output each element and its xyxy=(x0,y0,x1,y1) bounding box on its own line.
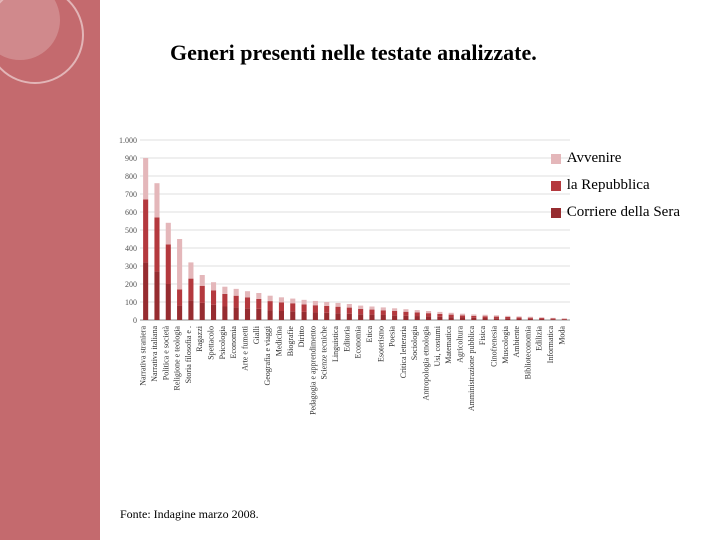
svg-text:1.000: 1.000 xyxy=(119,136,137,145)
svg-text:Sociologia: Sociologia xyxy=(410,326,419,361)
svg-text:Etica: Etica xyxy=(365,326,374,343)
svg-text:Antropologia etnologia: Antropologia etnologia xyxy=(422,326,431,401)
legend-label: Avvenire xyxy=(567,150,622,167)
svg-text:500: 500 xyxy=(125,226,137,235)
svg-text:700: 700 xyxy=(125,190,137,199)
svg-text:Storia filosofia e .: Storia filosofia e . xyxy=(184,326,193,383)
svg-text:Geografia e viaggi: Geografia e viaggi xyxy=(263,325,272,385)
legend-item: la Repubblica xyxy=(551,177,680,194)
legend-label: Corriere della Sera xyxy=(567,204,680,221)
svg-text:Scienze tecniche: Scienze tecniche xyxy=(320,326,329,380)
svg-text:Economia: Economia xyxy=(229,326,238,359)
legend-swatch xyxy=(551,154,561,164)
svg-text:Gialli: Gialli xyxy=(252,325,261,344)
svg-text:Diritto: Diritto xyxy=(297,326,306,347)
svg-text:Cinofrenesia: Cinofrenesia xyxy=(489,326,498,367)
svg-text:Muscologia: Muscologia xyxy=(501,326,510,364)
svg-text:Amministrazione pubblica: Amministrazione pubblica xyxy=(467,326,476,412)
sidebar-accent xyxy=(0,0,100,540)
svg-text:Matematica: Matematica xyxy=(444,326,453,364)
svg-text:Linguistica: Linguistica xyxy=(331,326,340,362)
svg-text:Narrativa straniera: Narrativa straniera xyxy=(139,326,148,386)
page-title: Generi presenti nelle testate analizzate… xyxy=(170,40,537,66)
svg-text:Edilizia: Edilizia xyxy=(535,326,544,351)
svg-text:600: 600 xyxy=(125,208,137,217)
svg-text:Pedagogia e apprendimento: Pedagogia e apprendimento xyxy=(308,326,317,415)
svg-text:Poesia: Poesia xyxy=(388,326,397,347)
svg-text:200: 200 xyxy=(125,280,137,289)
svg-text:Agricoltura: Agricoltura xyxy=(456,326,465,363)
svg-text:Ambiente: Ambiente xyxy=(512,326,521,358)
svg-text:Esoterismo: Esoterismo xyxy=(376,326,385,362)
svg-text:Arte e fumetti: Arte e fumetti xyxy=(241,325,250,371)
svg-text:900: 900 xyxy=(125,154,137,163)
svg-text:300: 300 xyxy=(125,262,137,271)
legend-item: Corriere della Sera xyxy=(551,204,680,221)
legend-item: Avvenire xyxy=(551,150,680,167)
svg-text:Psicologia: Psicologia xyxy=(218,326,227,360)
svg-text:Economia: Economia xyxy=(354,326,363,359)
svg-text:Politica e società: Politica e società xyxy=(161,326,170,381)
svg-text:100: 100 xyxy=(125,298,137,307)
svg-text:Biblioteconomia: Biblioteconomia xyxy=(523,326,532,380)
svg-text:Religione e teologia: Religione e teologia xyxy=(173,326,182,391)
legend-swatch xyxy=(551,181,561,191)
svg-text:Ragazzi: Ragazzi xyxy=(195,325,204,352)
svg-text:400: 400 xyxy=(125,244,137,253)
svg-text:Informatica: Informatica xyxy=(546,326,555,364)
svg-text:800: 800 xyxy=(125,172,137,181)
svg-text:Fisica: Fisica xyxy=(478,326,487,346)
svg-text:Spettacolo: Spettacolo xyxy=(207,326,216,360)
chart-legend: Avvenire la Repubblica Corriere della Sera xyxy=(551,150,680,231)
svg-text:Narrativa italiana: Narrativa italiana xyxy=(150,326,159,382)
svg-text:Usi, costumi: Usi, costumi xyxy=(433,325,442,366)
source-footer: Fonte: Indagine marzo 2008. xyxy=(120,507,259,522)
svg-text:Biografie: Biografie xyxy=(286,326,295,357)
legend-swatch xyxy=(551,208,561,218)
svg-text:Medicina: Medicina xyxy=(274,326,283,357)
svg-text:Moda: Moda xyxy=(557,326,566,345)
legend-label: la Repubblica xyxy=(567,177,650,194)
svg-text:Editoria: Editoria xyxy=(342,326,351,352)
svg-text:0: 0 xyxy=(133,316,137,325)
svg-text:Critica letteraria: Critica letteraria xyxy=(399,326,408,379)
